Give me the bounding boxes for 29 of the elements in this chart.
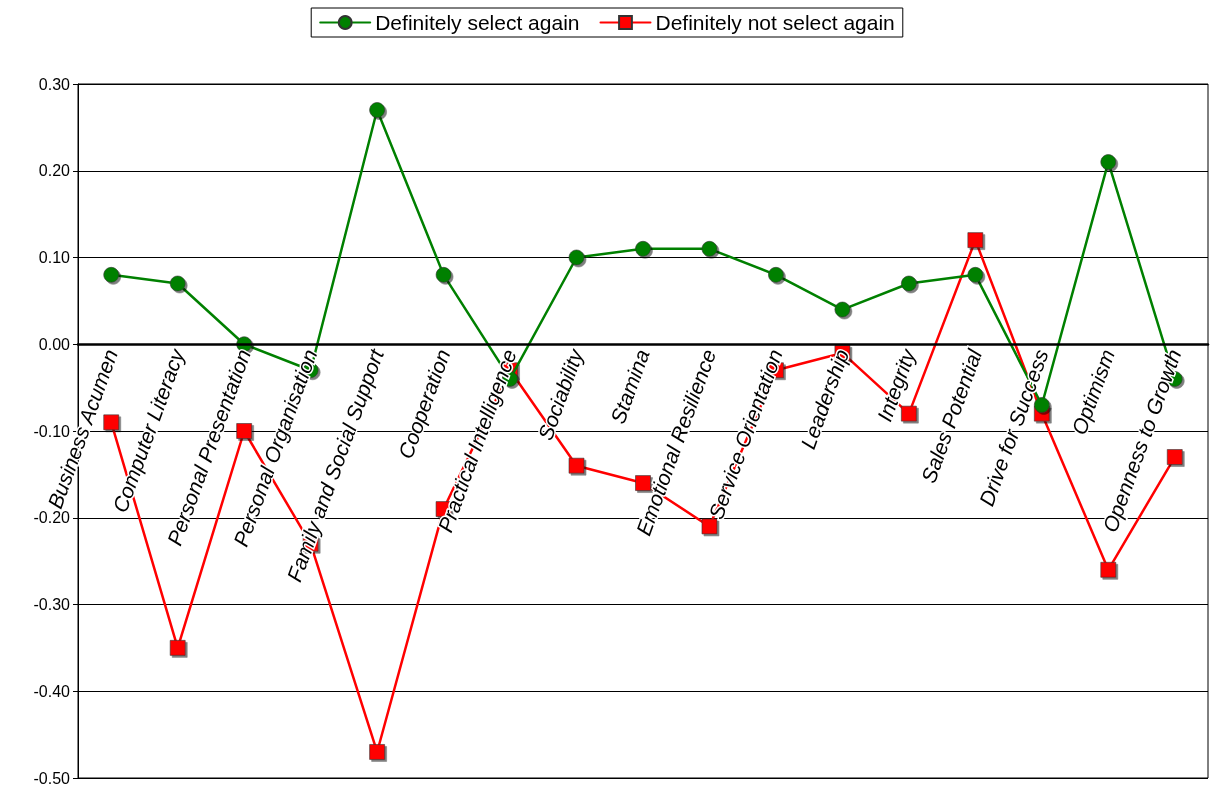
point bbox=[369, 102, 385, 118]
y-tick-label: -0.30 bbox=[33, 596, 71, 613]
point bbox=[369, 744, 385, 760]
y-tick-label: -0.40 bbox=[33, 682, 71, 700]
y-tick-label: 0.00 bbox=[38, 335, 71, 353]
point bbox=[834, 301, 851, 318]
y-tick-label: 0.20 bbox=[38, 162, 71, 180]
point bbox=[701, 518, 718, 535]
point bbox=[1166, 449, 1183, 465]
point bbox=[967, 267, 984, 283]
y-tick-label: 0.30 bbox=[38, 75, 71, 93]
y-tick-label: -0.50 bbox=[33, 769, 71, 787]
y-tick-label: 0.10 bbox=[38, 249, 71, 266]
legend-label: Definitely not select again bbox=[655, 11, 895, 34]
point bbox=[701, 241, 718, 257]
point bbox=[901, 275, 917, 292]
point bbox=[169, 640, 186, 656]
point bbox=[169, 275, 186, 292]
point bbox=[568, 249, 585, 266]
point bbox=[1100, 562, 1117, 578]
point bbox=[967, 232, 984, 248]
point bbox=[568, 457, 585, 474]
point bbox=[1100, 154, 1117, 170]
y-tick-label: -0.20 bbox=[33, 509, 71, 527]
point bbox=[768, 267, 784, 283]
point bbox=[635, 241, 651, 257]
legend-label: Definitely select again bbox=[375, 11, 580, 34]
point bbox=[103, 267, 120, 283]
point bbox=[435, 267, 452, 283]
